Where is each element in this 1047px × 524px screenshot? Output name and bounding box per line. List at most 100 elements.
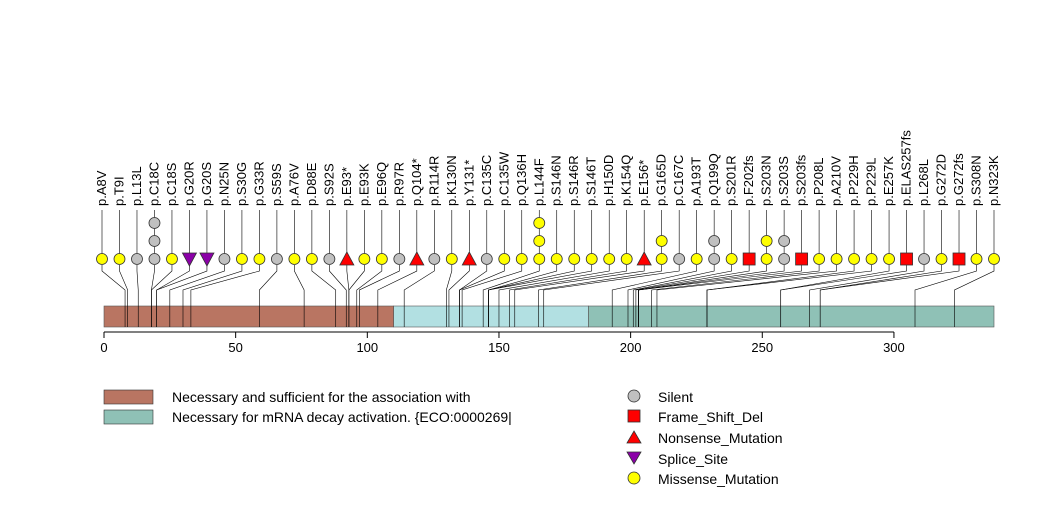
protein-domain-track bbox=[103, 305, 995, 328]
mutation-label: p.S146T bbox=[584, 157, 599, 206]
mutation-marker-missense-mutation bbox=[988, 253, 1000, 265]
mutation-marker-missense-mutation bbox=[253, 253, 266, 265]
mutation-marker-silent bbox=[218, 253, 231, 265]
position-connector bbox=[809, 265, 925, 306]
legend-splice-label: Splice_Site bbox=[658, 451, 728, 467]
legend-silent-marker bbox=[627, 389, 641, 403]
mutation-marker-frame-shift-del bbox=[952, 252, 966, 266]
mutation-marker-missense-mutation bbox=[813, 253, 825, 265]
mutation-marker-missense-mutation bbox=[533, 217, 546, 229]
mutation-marker-missense-mutation bbox=[113, 253, 126, 265]
position-connector bbox=[329, 265, 347, 306]
mutation-marker-silent bbox=[271, 253, 283, 265]
mutation-label: p.S201R bbox=[724, 155, 739, 206]
mutation-marker-missense-mutation bbox=[655, 253, 668, 265]
position-connector bbox=[514, 265, 645, 306]
position-connector bbox=[151, 265, 173, 306]
mutation-marker-silent bbox=[708, 253, 721, 265]
legend-domain-2-label: Necessary for mRNA decay activation. {EC… bbox=[172, 409, 512, 425]
mutation-label: p.G272D bbox=[934, 154, 949, 206]
mutation-marker-missense-mutation bbox=[96, 253, 108, 265]
mutation-marker-silent bbox=[918, 253, 930, 265]
mutation-marker-splice-site bbox=[181, 252, 198, 267]
position-connector bbox=[780, 265, 907, 306]
mutation-label: p.E156* bbox=[636, 160, 651, 206]
mutation-marker-silent bbox=[778, 253, 791, 265]
mutation-marker-silent bbox=[778, 235, 791, 247]
legend-missense-label: Missense_Mutation bbox=[658, 471, 779, 487]
position-connector bbox=[182, 265, 243, 306]
mutation-label: p.H150D bbox=[601, 155, 616, 206]
position-connector bbox=[348, 265, 365, 306]
mutation-marker-missense-mutation bbox=[166, 253, 178, 265]
position-connector bbox=[638, 265, 802, 306]
mutation-label: p.Q104* bbox=[409, 158, 424, 206]
mutation-label: p.R114R bbox=[426, 156, 441, 206]
mutation-label: p.K130N bbox=[444, 155, 459, 206]
mutation-label: p.L268L bbox=[916, 159, 931, 206]
mutation-marker-missense-mutation bbox=[550, 253, 563, 265]
mutation-label: p.Q136H bbox=[514, 154, 529, 206]
mutation-marker-silent bbox=[148, 217, 161, 229]
legend-nonsense-marker bbox=[626, 430, 642, 444]
position-connectors bbox=[101, 265, 995, 306]
mutation-label: p.D88E bbox=[304, 162, 319, 206]
mutation-marker-missense-mutation bbox=[533, 253, 546, 265]
position-connector bbox=[656, 265, 837, 306]
position-connector bbox=[151, 265, 155, 306]
mutation-label: p.K154Q bbox=[619, 155, 634, 206]
domain-legend: Necessary and sufficient for the associa… bbox=[103, 389, 512, 425]
position-connector bbox=[359, 265, 400, 306]
mutation-label: p.C135C bbox=[479, 155, 494, 206]
mutation-marker-nonsense-mutation bbox=[339, 251, 355, 266]
position-connector bbox=[446, 265, 453, 306]
mutation-label: p.P229L bbox=[864, 158, 879, 206]
mutation-marker-silent bbox=[480, 253, 493, 265]
mutation-marker-frame-shift-del bbox=[742, 252, 756, 266]
mutation-marker-missense-mutation bbox=[585, 253, 598, 265]
position-connector bbox=[498, 265, 610, 306]
position-connector bbox=[488, 265, 575, 306]
mutation-marker-missense-mutation bbox=[568, 253, 581, 265]
mutation-label: p.C135W bbox=[496, 151, 511, 206]
mutation-marker-missense-mutation bbox=[865, 253, 878, 265]
mutation-marker-silent bbox=[323, 253, 336, 265]
x-axis-tick-label: 300 bbox=[883, 340, 905, 355]
mutation-marker-missense-mutation bbox=[358, 253, 371, 265]
domain-bar-3 bbox=[588, 305, 995, 328]
position-connector bbox=[482, 265, 540, 306]
mutation-marker-missense-mutation bbox=[375, 253, 388, 265]
mutation-label: p.C167C bbox=[671, 155, 686, 206]
mutation-label: p.E93* bbox=[339, 167, 354, 206]
mutation-label: p.A8V bbox=[94, 170, 109, 206]
legend-swatch-domain-2 bbox=[103, 409, 154, 425]
mutation-label: p.C18S bbox=[164, 162, 179, 206]
mutation-marker-silent bbox=[131, 253, 143, 265]
mutation-label: p.Y131* bbox=[461, 160, 476, 206]
position-connector bbox=[488, 265, 593, 306]
mutation-marker-missense-mutation bbox=[305, 253, 318, 265]
mutation-label: p.S59S bbox=[269, 163, 284, 206]
position-connector bbox=[294, 265, 305, 306]
position-connector bbox=[627, 265, 715, 306]
mutation-label: p.S308N bbox=[969, 155, 984, 206]
mutation-marker-missense-mutation bbox=[690, 253, 703, 265]
mutation-marker-nonsense-mutation bbox=[461, 251, 477, 266]
mutation-label: p.S146N bbox=[549, 155, 564, 206]
mutation-label: p.G33R bbox=[251, 161, 266, 206]
position-connector bbox=[651, 265, 820, 306]
mutation-label: p.L144F bbox=[531, 158, 546, 206]
mutation-label: p.S30G bbox=[234, 162, 249, 206]
mutation-marker-silent bbox=[428, 253, 441, 265]
legend-domain-1-label: Necessary and sufficient for the associa… bbox=[172, 389, 471, 405]
position-connector bbox=[954, 265, 995, 306]
position-connector bbox=[632, 265, 732, 306]
position-connector bbox=[448, 265, 470, 306]
mutation-labels: p.A8V p.T9I p.L13L p.C18C p.C18S p.G20R p.G20S… bbox=[94, 130, 1001, 206]
mutation-label: p.N25N bbox=[216, 162, 231, 206]
mutation-marker-frame-shift-del bbox=[795, 252, 809, 266]
mutation-marker-silent bbox=[708, 235, 721, 247]
position-connector bbox=[259, 265, 278, 306]
mutation-label: p.N323K bbox=[986, 155, 1001, 206]
